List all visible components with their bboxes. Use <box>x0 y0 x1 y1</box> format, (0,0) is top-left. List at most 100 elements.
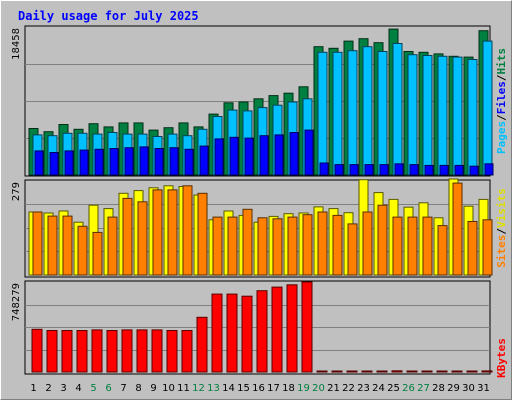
bar-sites-15 <box>242 208 253 276</box>
bar-kbytes-5 <box>91 329 103 373</box>
bar-sites-22 <box>347 223 358 276</box>
bar-files-28 <box>437 55 448 176</box>
bar-sites-2 <box>47 215 58 276</box>
bar-pages-2 <box>49 152 59 176</box>
bar-sites-13 <box>212 216 223 276</box>
bar-pages-6 <box>109 148 119 176</box>
bar-pages-20 <box>319 162 329 176</box>
bar-kbytes-15 <box>241 295 253 373</box>
side-label-part: Visits <box>495 188 508 228</box>
bar-sites-21 <box>332 214 343 276</box>
x-tick-label: 13 <box>207 383 220 394</box>
panel-visits: 279 <box>11 178 493 278</box>
bar-pages-15 <box>244 137 254 176</box>
side-label-part: Hits <box>495 48 508 75</box>
bar-pages-27 <box>424 164 434 176</box>
bar-kbytes-8 <box>136 329 148 373</box>
x-tick-label: 8 <box>135 383 141 394</box>
bar-kbytes-27 <box>421 370 433 373</box>
bar-kbytes-25 <box>391 370 403 373</box>
bar-kbytes-26 <box>406 370 418 373</box>
bar-pages-5 <box>94 148 104 176</box>
x-tick-label: 19 <box>297 383 310 394</box>
bar-kbytes-31 <box>481 370 493 373</box>
bar-pages-8 <box>139 146 149 176</box>
bar-pages-7 <box>124 147 134 176</box>
bar-sites-4 <box>77 225 88 276</box>
side-label-part: / <box>495 74 508 81</box>
bar-sites-6 <box>107 216 118 276</box>
x-axis-ticks: 1 2 3 4 5 6 7 8 9 10 11 12 13 14 15 16 17 18 19 20 21 22 23 24 2… <box>30 383 490 394</box>
bar-files-29 <box>452 56 463 176</box>
side-legends: Pages/Files/Hits Sites/Visits KBytes <box>495 48 508 378</box>
bar-kbytes-21 <box>331 370 343 373</box>
bar-sites-9 <box>152 189 163 276</box>
bar-pages-9 <box>154 148 164 176</box>
bar-sites-3 <box>62 215 73 276</box>
side-label-bottom: KBytes <box>495 338 508 378</box>
bar-pages-31 <box>484 163 494 176</box>
x-tick-label: 31 <box>477 383 490 394</box>
bar-pages-19 <box>304 129 314 176</box>
bar-kbytes-18 <box>286 284 298 373</box>
bar-pages-25 <box>394 163 404 176</box>
x-tick-label: 1 <box>30 383 36 394</box>
bar-kbytes-24 <box>376 370 388 373</box>
bar-pages-24 <box>379 164 389 176</box>
x-tick-label: 29 <box>447 383 460 394</box>
side-label-part: Files <box>495 81 508 114</box>
bar-pages-29 <box>454 164 464 176</box>
bar-pages-13 <box>214 138 224 176</box>
side-label-top: Pages/Files/Hits <box>495 48 508 154</box>
side-label-middle: Sites/Visits <box>495 188 508 268</box>
bar-files-24 <box>377 51 388 176</box>
x-tick-label: 22 <box>342 383 355 394</box>
x-tick-label: 16 <box>252 383 265 394</box>
bar-sites-14 <box>227 216 238 276</box>
bar-kbytes-6 <box>106 330 118 373</box>
bar-kbytes-11 <box>181 330 193 373</box>
bar-kbytes-3 <box>61 330 73 373</box>
bar-pages-30 <box>469 165 479 176</box>
x-tick-label: 4 <box>75 383 81 394</box>
x-tick-label: 2 <box>45 383 51 394</box>
bar-kbytes-30 <box>466 370 478 373</box>
x-tick-label: 5 <box>90 383 96 394</box>
bar-sites-27 <box>422 216 433 276</box>
bar-sites-18 <box>287 216 298 276</box>
bar-kbytes-17 <box>271 286 283 373</box>
x-tick-label: 7 <box>120 383 126 394</box>
bar-pages-22 <box>349 164 359 176</box>
bar-sites-8 <box>137 201 148 276</box>
bar-pages-21 <box>334 164 344 176</box>
panel-kbytes-max-label: 748279 <box>11 283 22 321</box>
bar-pages-26 <box>409 164 419 176</box>
bar-pages-11 <box>184 148 194 176</box>
x-tick-label: 24 <box>372 383 385 394</box>
panel-hits-max-label: 18458 <box>11 28 22 60</box>
x-tick-label: 3 <box>60 383 66 394</box>
panel-visits-max-label: 279 <box>11 182 22 201</box>
bar-kbytes-22 <box>346 370 358 373</box>
bar-pages-28 <box>439 164 449 176</box>
x-tick-label: 11 <box>177 383 190 394</box>
bar-sites-28 <box>437 225 448 276</box>
bar-kbytes-19 <box>301 281 313 373</box>
bar-pages-12 <box>199 145 209 176</box>
bar-sites-17 <box>272 218 283 276</box>
side-label-part: / <box>495 114 508 121</box>
x-tick-label: 15 <box>237 383 250 394</box>
x-tick-label: 17 <box>267 383 280 394</box>
bar-pages-18 <box>289 132 299 176</box>
bar-kbytes-10 <box>166 330 178 373</box>
panel-hits: 18458 <box>11 25 494 177</box>
x-tick-label: 6 <box>105 383 111 394</box>
bar-sites-7 <box>122 197 133 276</box>
x-tick-label: 14 <box>222 383 235 394</box>
bar-sites-19 <box>302 214 313 276</box>
bar-files-21 <box>332 51 343 176</box>
bar-files-22 <box>347 50 358 176</box>
bar-sites-10 <box>167 189 178 276</box>
bar-sites-12 <box>197 192 208 276</box>
